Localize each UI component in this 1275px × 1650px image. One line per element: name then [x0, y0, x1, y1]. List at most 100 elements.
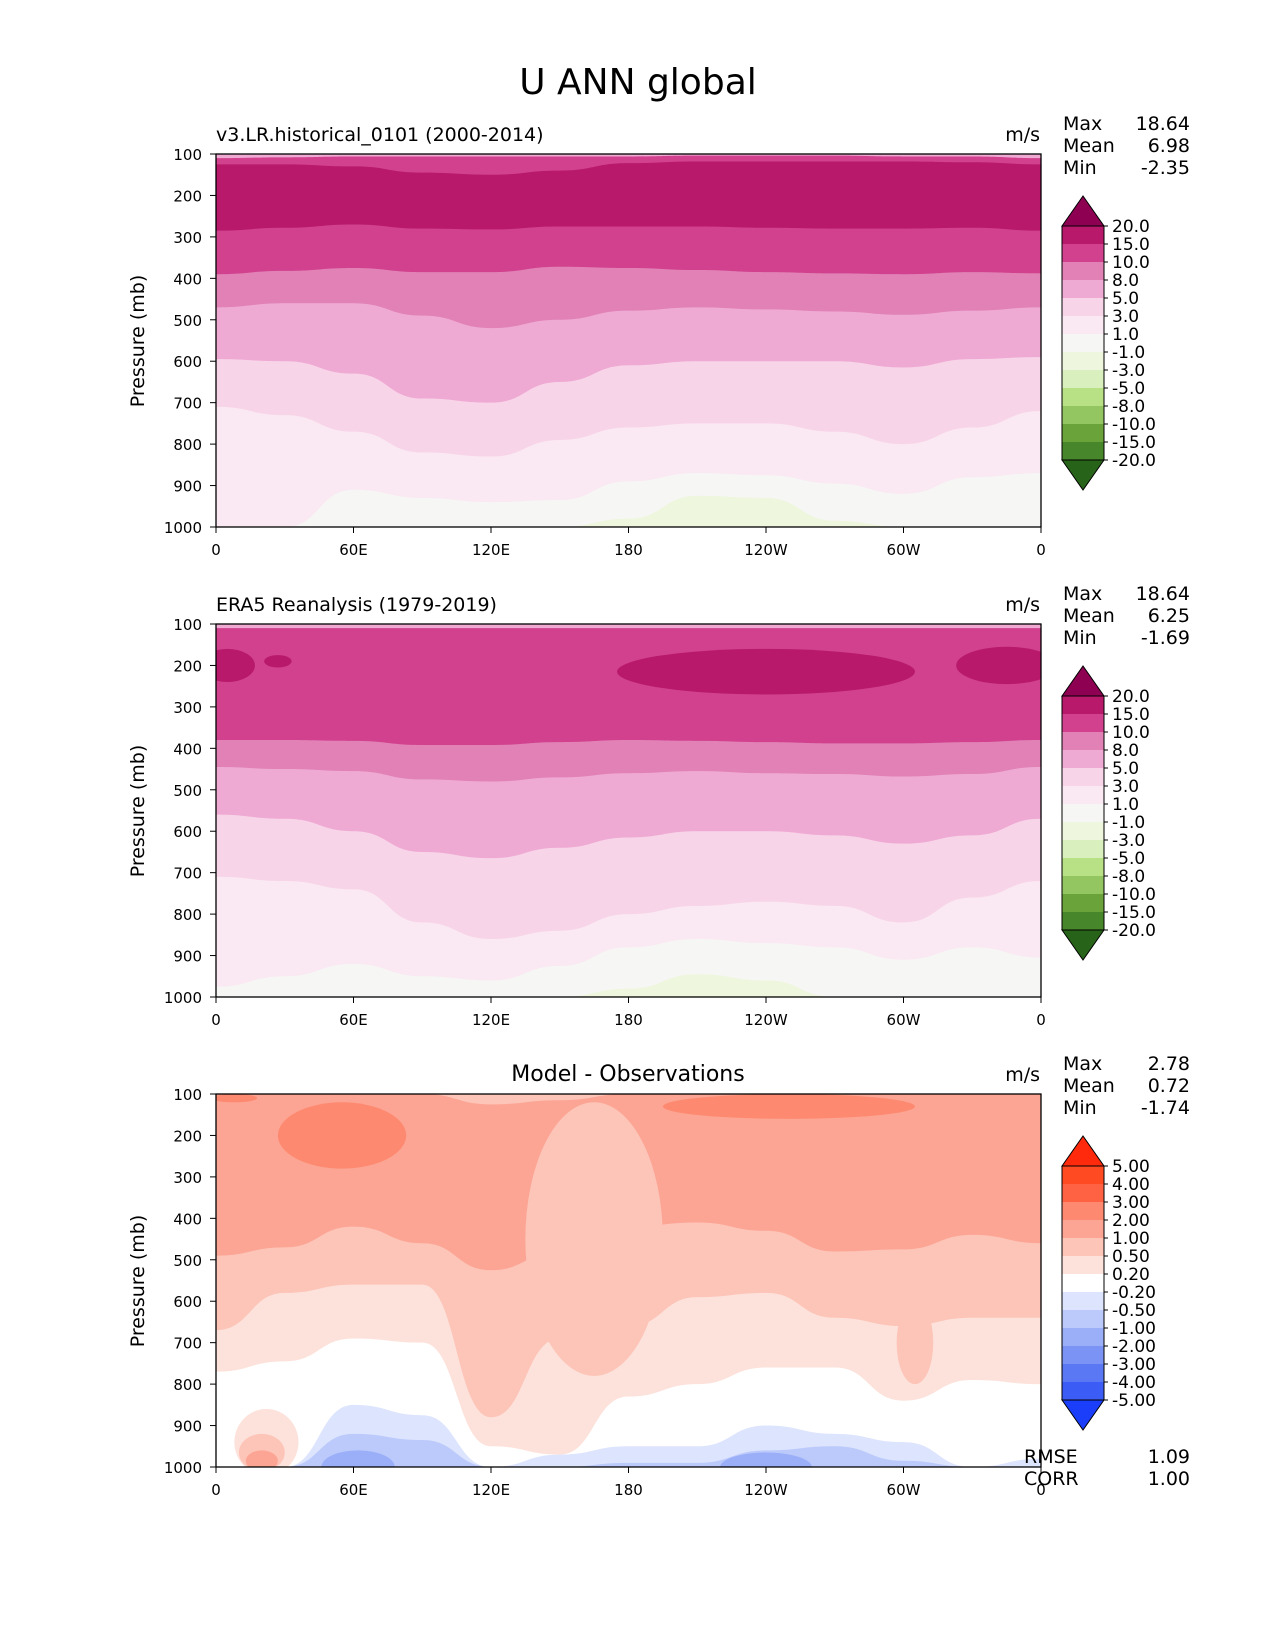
colorbar-segment	[1062, 424, 1104, 442]
colorbar: 20.015.010.08.05.03.01.0-1.0-3.0-5.0-8.0…	[1061, 665, 1156, 961]
colorbar-segment	[1062, 912, 1104, 930]
stat-value: -2.35	[1141, 157, 1190, 179]
y-tick-label: 500	[173, 312, 202, 330]
contour-band-7	[216, 938, 1041, 997]
colorbar-tick-label: 0.20	[1112, 1265, 1150, 1285]
contour-band-6	[216, 1433, 1041, 1467]
contour-band-8	[216, 974, 1041, 997]
colorbar-tick-label: 15.0	[1112, 235, 1150, 255]
colorbar-tick-label: -10.0	[1112, 885, 1156, 905]
colorbar-tick-label: 15.0	[1112, 705, 1150, 725]
y-axis-label: Pressure (mb)	[127, 745, 149, 878]
contour-patch-0	[617, 648, 915, 695]
stat-label: Min	[1063, 627, 1097, 649]
panel-title: ERA5 Reanalysis (1979-2019)	[216, 594, 497, 616]
y-axis-label: Pressure (mb)	[127, 275, 149, 408]
y-tick-label: 900	[173, 1418, 202, 1436]
colorbar-tick-label: 1.0	[1112, 795, 1139, 815]
panel-title: v3.LR.historical_0101 (2000-2014)	[216, 124, 544, 146]
colorbar-tick-label: 5.00	[1112, 1157, 1150, 1177]
colorbar-segment	[1062, 768, 1104, 786]
colorbar-tick-label: -5.0	[1112, 379, 1145, 399]
colorbar-tick-label: 20.0	[1112, 687, 1150, 707]
stat-label: Max	[1063, 113, 1102, 135]
x-tick-label: 0	[211, 1011, 221, 1029]
colorbar-segment	[1062, 334, 1104, 352]
panel-model: v3.LR.historical_0101 (2000-2014) m/s Pr…	[127, 113, 1190, 559]
stat-label: Mean	[1063, 135, 1115, 157]
colorbar-segment	[1062, 732, 1104, 750]
colorbar-segment	[1062, 714, 1104, 732]
y-tick-label: 800	[173, 1376, 202, 1394]
y-tick-label: 800	[173, 906, 202, 924]
x-tick-label: 60W	[887, 1481, 921, 1499]
colorbar-segment	[1062, 370, 1104, 388]
y-tick-label: 300	[173, 229, 202, 247]
y-tick-label: 700	[173, 395, 202, 413]
x-tick-label: 180	[614, 541, 643, 559]
x-tick-label: 120W	[744, 1011, 788, 1029]
y-tick-label: 1000	[164, 989, 202, 1007]
colorbar-top-cap	[1061, 665, 1105, 697]
y-tick-label: 100	[173, 616, 202, 634]
stat-label: Max	[1063, 1053, 1102, 1075]
colorbar-segment	[1062, 1256, 1104, 1274]
colorbar-tick-label: -5.00	[1112, 1391, 1156, 1411]
y-tick-label: 900	[173, 948, 202, 966]
colorbar-tick-label: -1.00	[1112, 1319, 1156, 1339]
contour-band-8	[216, 473, 1041, 527]
y-tick-label: 500	[173, 782, 202, 800]
stat-value: 2.78	[1148, 1053, 1190, 1075]
y-tick-label: 600	[173, 823, 202, 841]
contour-band-9	[216, 495, 1041, 527]
colorbar-segment	[1062, 280, 1104, 298]
y-tick-label: 600	[173, 353, 202, 371]
colorbar-segment	[1062, 1328, 1104, 1346]
colorbar-tick-label: 3.0	[1112, 777, 1139, 797]
contour-patch-8	[321, 1450, 395, 1467]
x-tick-label: 60W	[887, 1011, 921, 1029]
colorbar-tick-label: 3.0	[1112, 307, 1139, 327]
colorbar-segment	[1062, 804, 1104, 822]
colorbar-tick-label: -8.0	[1112, 867, 1145, 887]
colorbar-segment	[1062, 858, 1104, 876]
colorbar-tick-label: -0.20	[1112, 1283, 1156, 1303]
y-tick-label: 100	[173, 146, 202, 164]
colorbar-tick-label: -15.0	[1112, 903, 1156, 923]
contour-patch-2	[216, 1094, 258, 1103]
contour-patch-1	[956, 646, 1041, 685]
x-tick-label: 60W	[887, 541, 921, 559]
colorbar-segment	[1062, 406, 1104, 424]
stat-value: 18.64	[1136, 113, 1190, 135]
colorbar-tick-label: -10.0	[1112, 415, 1156, 435]
colorbar-frame	[1061, 695, 1105, 931]
extra-stat-label: CORR	[1024, 1468, 1079, 1490]
stat-label: Min	[1063, 1097, 1097, 1119]
y-tick-label: 100	[173, 1086, 202, 1104]
colorbar-segment	[1062, 786, 1104, 804]
contour-patch-3	[264, 655, 292, 668]
y-tick-label: 300	[173, 1169, 202, 1187]
stat-label: Mean	[1063, 1075, 1115, 1097]
stat-value: 0.72	[1148, 1075, 1190, 1097]
colorbar-tick-label: 20.0	[1112, 217, 1150, 237]
colorbar-segment	[1062, 388, 1104, 406]
extra-stat-label: RMSE	[1024, 1446, 1078, 1468]
colorbar-tick-label: 4.00	[1112, 1175, 1150, 1195]
colorbar-tick-label: -3.0	[1112, 831, 1145, 851]
x-tick-label: 180	[614, 1011, 643, 1029]
x-tick-label: 0	[1036, 541, 1046, 559]
figure-title: U ANN global	[519, 62, 757, 103]
x-tick-label: 60E	[339, 541, 368, 559]
panel-units: m/s	[1005, 124, 1040, 146]
contour-patch-2	[216, 648, 255, 683]
y-tick-label: 600	[173, 1293, 202, 1311]
extra-stat-value: 1.00	[1148, 1468, 1190, 1490]
stat-value: -1.69	[1141, 627, 1190, 649]
contour-patch-9	[720, 1452, 812, 1467]
colorbar-segment	[1062, 1166, 1104, 1184]
colorbar-segment	[1062, 226, 1104, 244]
colorbar-segment	[1062, 822, 1104, 840]
colorbar-tick-label: -5.0	[1112, 849, 1145, 869]
